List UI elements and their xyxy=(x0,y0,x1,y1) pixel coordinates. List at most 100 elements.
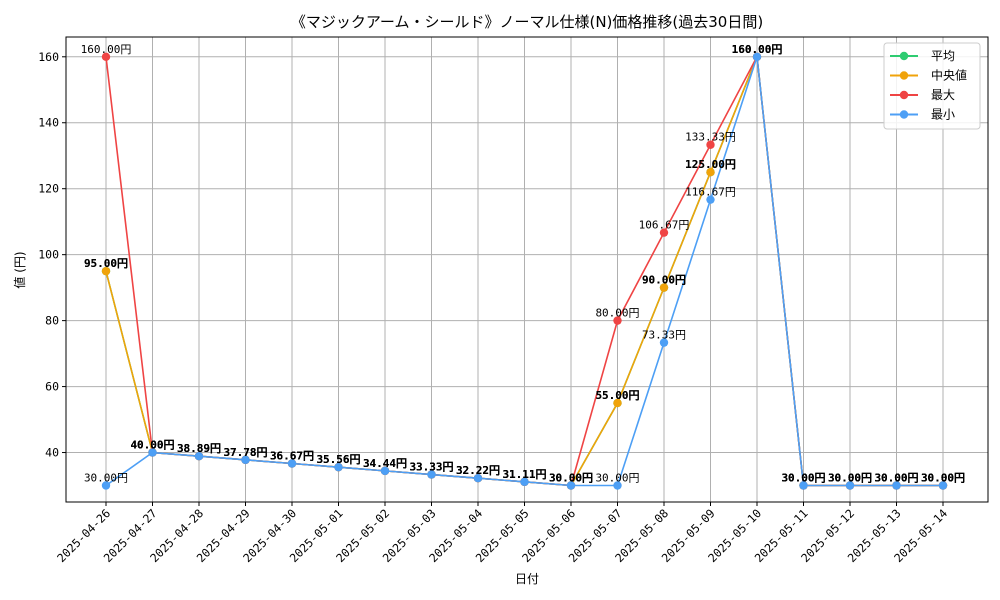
data-label: 160.00円 xyxy=(81,43,132,56)
data-label: 90.00円 xyxy=(642,274,686,287)
data-label: 30.00円 xyxy=(595,472,639,485)
data-label: 33.33円 xyxy=(409,461,453,474)
data-label: 30.00円 xyxy=(921,472,965,485)
data-point xyxy=(799,481,808,490)
data-point xyxy=(287,459,297,468)
data-point xyxy=(473,473,483,483)
data-label: 30.00円 xyxy=(828,472,872,485)
data-label: 40.00円 xyxy=(130,439,174,452)
data-label: 37.78円 xyxy=(223,446,267,459)
x-axis-label: 日付 xyxy=(515,572,539,586)
legend-label: 最大 xyxy=(931,88,955,102)
y-tick-label: 80 xyxy=(45,314,59,328)
data-label: 34.44円 xyxy=(363,457,407,470)
data-label: 30.00円 xyxy=(874,472,918,485)
data-label: 36.67円 xyxy=(270,450,314,463)
data-label: 33.33円 xyxy=(409,461,453,474)
data-point xyxy=(241,455,250,465)
data-point xyxy=(334,462,343,472)
data-point xyxy=(566,481,576,490)
y-axis-label: 値 (円) xyxy=(12,251,27,288)
y-tick-label: 100 xyxy=(38,248,59,262)
data-label: 80.00円 xyxy=(595,307,639,320)
data-label: 160.00円 xyxy=(732,43,783,56)
data-label: 30.00円 xyxy=(828,472,872,485)
data-point xyxy=(938,481,948,490)
data-point xyxy=(659,338,669,347)
data-label: 30.00円 xyxy=(874,472,918,485)
data-label: 160.00円 xyxy=(732,43,783,56)
data-label: 40.00円 xyxy=(130,439,174,452)
data-label: 35.56円 xyxy=(316,453,360,466)
data-label: 32.22円 xyxy=(456,464,500,477)
data-label: 30.00円 xyxy=(84,472,128,485)
data-label: 125.00円 xyxy=(685,158,736,171)
data-label: 33.33円 xyxy=(409,461,453,474)
data-label: 35.56円 xyxy=(316,453,360,466)
data-point xyxy=(706,168,715,177)
plot-frame xyxy=(65,36,989,503)
data-label: 36.67円 xyxy=(270,450,314,463)
data-label: 31.11円 xyxy=(502,468,546,481)
data-label: 30.00円 xyxy=(921,472,965,485)
y-tick-label: 120 xyxy=(38,182,59,196)
data-point xyxy=(752,52,762,61)
y-axis-ticks: 40 60 80 100 120 140 160 xyxy=(38,50,66,460)
data-label: 38.89円 xyxy=(177,442,221,455)
data-label: 106.67円 xyxy=(639,219,690,232)
legend-label: 最小 xyxy=(931,108,955,122)
data-label: 40.00円 xyxy=(130,439,174,452)
data-label: 32.22円 xyxy=(456,464,500,477)
data-label: 33.33円 xyxy=(409,461,453,474)
data-label: 30.00円 xyxy=(874,472,918,485)
data-label: 133.33円 xyxy=(685,131,736,144)
data-point xyxy=(101,266,111,276)
data-point xyxy=(613,398,622,408)
legend-marker xyxy=(899,110,909,119)
data-label: 30.00円 xyxy=(874,472,918,485)
data-point xyxy=(706,195,715,204)
data-label: 34.44円 xyxy=(363,457,407,470)
y-tick-label: 40 xyxy=(45,446,59,460)
data-label: 35.56円 xyxy=(316,453,360,466)
data-label: 38.89円 xyxy=(177,442,221,455)
data-point xyxy=(659,228,669,237)
data-label: 30.00円 xyxy=(921,472,965,485)
data-label: 55.00円 xyxy=(595,389,639,402)
data-label: 38.89円 xyxy=(177,442,221,455)
data-point xyxy=(101,481,111,490)
data-label: 116.67円 xyxy=(685,186,736,199)
data-point xyxy=(101,52,111,61)
series-lines xyxy=(101,52,948,490)
legend-label: 平均 xyxy=(931,49,955,63)
data-label: 95.00円 xyxy=(84,257,128,270)
data-label: 30.00円 xyxy=(781,472,825,485)
data-label: 30.00円 xyxy=(921,472,965,485)
data-label: 160.00円 xyxy=(732,43,783,56)
data-label: 55.00円 xyxy=(595,389,639,402)
data-label: 31.11円 xyxy=(502,468,546,481)
data-label: 73.33円 xyxy=(642,329,686,342)
data-label: 38.89円 xyxy=(177,442,221,455)
data-label: 31.11円 xyxy=(502,468,546,481)
data-label: 35.56円 xyxy=(316,453,360,466)
data-label: 30.00円 xyxy=(828,472,872,485)
data-label: 34.44円 xyxy=(363,457,407,470)
data-label: 32.22円 xyxy=(456,464,500,477)
legend-marker xyxy=(899,51,909,61)
data-label: 95.00円 xyxy=(84,257,128,270)
data-label: 30.00円 xyxy=(828,472,872,485)
data-label: 30.00円 xyxy=(549,472,593,485)
data-label: 40.00円 xyxy=(130,439,174,452)
data-label: 30.00円 xyxy=(549,472,593,485)
data-label: 36.67円 xyxy=(270,450,314,463)
data-label: 32.22円 xyxy=(456,464,500,477)
data-label: 125.00円 xyxy=(685,158,736,171)
data-point xyxy=(380,466,390,476)
data-point xyxy=(520,477,529,487)
legend-label: 中央値 xyxy=(931,68,967,83)
data-point xyxy=(892,481,901,490)
